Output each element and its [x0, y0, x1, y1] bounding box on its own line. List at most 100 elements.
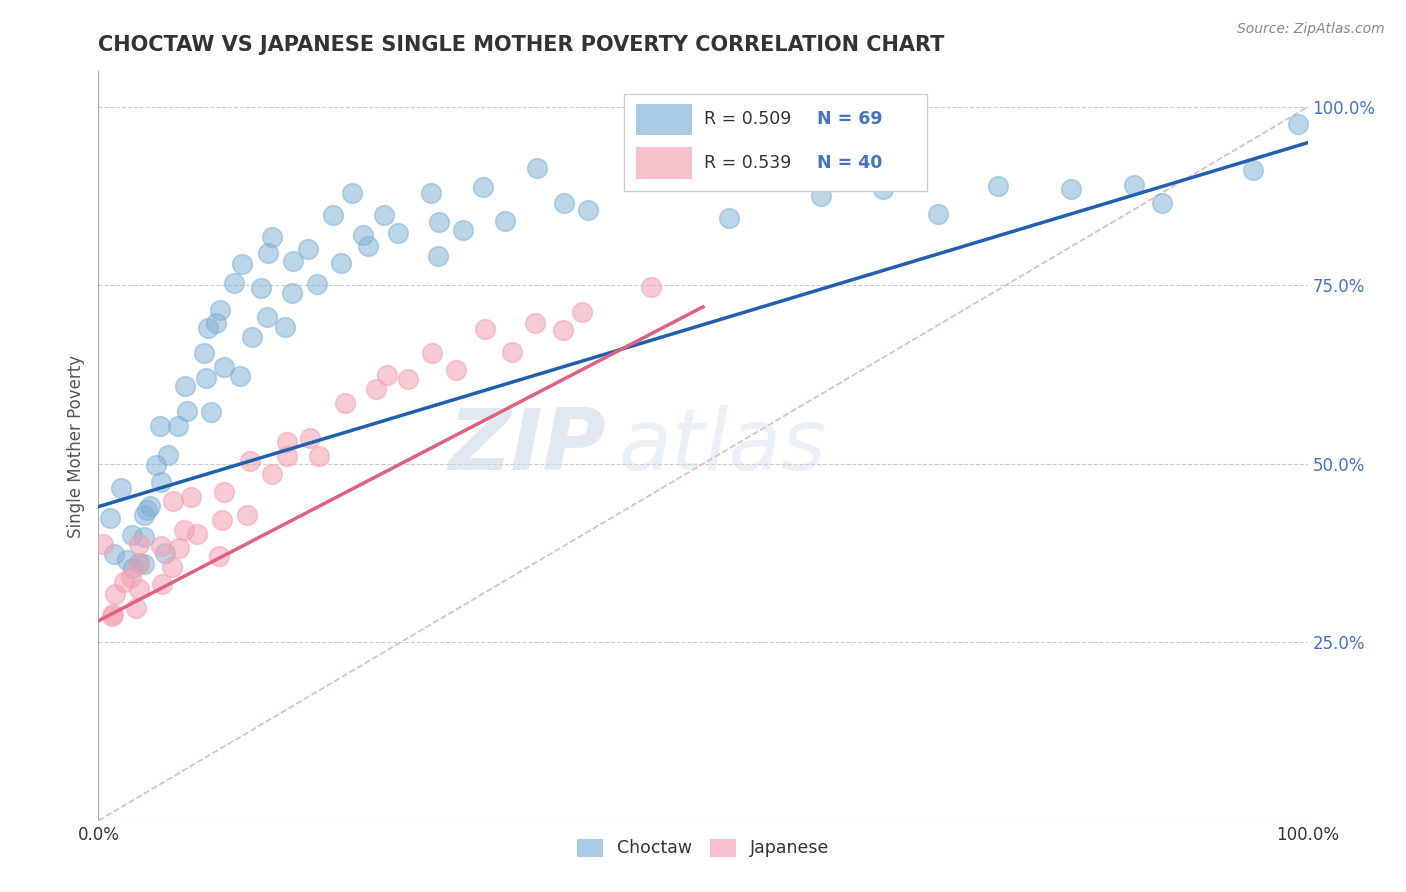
- Point: [298, 431, 321, 445]
- Point: [262, 467, 284, 482]
- Text: atlas: atlas: [619, 404, 827, 488]
- Text: N = 40: N = 40: [817, 153, 882, 172]
- Point: [236, 508, 259, 522]
- Point: [194, 370, 217, 384]
- Point: [212, 485, 235, 500]
- FancyBboxPatch shape: [637, 103, 692, 135]
- Point: [526, 161, 548, 176]
- Point: [167, 541, 190, 555]
- Point: [132, 530, 155, 544]
- Point: [214, 360, 236, 375]
- Point: [718, 211, 741, 226]
- Point: [229, 369, 252, 384]
- Text: R = 0.509: R = 0.509: [704, 111, 792, 128]
- Point: [128, 537, 150, 551]
- Text: Source: ZipAtlas.com: Source: ZipAtlas.com: [1237, 22, 1385, 37]
- Text: N = 69: N = 69: [817, 111, 882, 128]
- Point: [335, 396, 357, 410]
- Point: [174, 379, 197, 393]
- Point: [640, 280, 662, 294]
- Point: [256, 245, 278, 260]
- Point: [150, 577, 173, 591]
- Point: [396, 372, 419, 386]
- Point: [665, 164, 688, 178]
- Point: [420, 186, 443, 200]
- Point: [166, 418, 188, 433]
- Point: [352, 228, 374, 243]
- Point: [474, 321, 496, 335]
- Point: [101, 609, 124, 624]
- Point: [136, 503, 159, 517]
- Point: [205, 317, 228, 331]
- Point: [307, 277, 329, 291]
- Point: [162, 560, 184, 574]
- Point: [132, 557, 155, 571]
- Point: [810, 189, 832, 203]
- Point: [128, 582, 150, 596]
- Point: [451, 223, 474, 237]
- Point: [256, 310, 278, 324]
- Point: [927, 206, 949, 220]
- Point: [276, 450, 298, 464]
- Point: [207, 549, 229, 563]
- Point: [134, 508, 156, 522]
- Point: [387, 227, 409, 241]
- Legend: Choctaw, Japanese: Choctaw, Japanese: [571, 831, 835, 864]
- Point: [149, 418, 172, 433]
- Y-axis label: Single Mother Poverty: Single Mother Poverty: [66, 354, 84, 538]
- Point: [427, 249, 450, 263]
- Point: [153, 546, 176, 560]
- Point: [472, 180, 495, 194]
- Point: [281, 286, 304, 301]
- Point: [125, 601, 148, 615]
- Text: CHOCTAW VS JAPANESE SINGLE MOTHER POVERTY CORRELATION CHART: CHOCTAW VS JAPANESE SINGLE MOTHER POVERT…: [98, 35, 945, 54]
- Point: [571, 305, 593, 319]
- FancyBboxPatch shape: [624, 94, 927, 191]
- Point: [139, 499, 162, 513]
- Point: [1241, 162, 1264, 177]
- Point: [149, 475, 172, 489]
- Text: R = 0.539: R = 0.539: [704, 153, 792, 172]
- Point: [444, 363, 467, 377]
- Point: [101, 607, 124, 622]
- Point: [340, 186, 363, 200]
- Point: [373, 209, 395, 223]
- Point: [240, 330, 263, 344]
- Point: [420, 345, 443, 359]
- Point: [281, 254, 304, 268]
- Point: [1059, 182, 1081, 196]
- Point: [1123, 178, 1146, 192]
- Point: [91, 537, 114, 551]
- FancyBboxPatch shape: [637, 147, 692, 178]
- Point: [149, 539, 172, 553]
- Point: [120, 570, 142, 584]
- Point: [364, 382, 387, 396]
- Point: [162, 493, 184, 508]
- Point: [427, 215, 450, 229]
- Point: [626, 169, 648, 184]
- Point: [551, 323, 574, 337]
- Point: [208, 302, 231, 317]
- Point: [222, 277, 245, 291]
- Point: [200, 405, 222, 419]
- Point: [231, 257, 253, 271]
- Point: [758, 170, 780, 185]
- Point: [501, 345, 523, 359]
- Point: [121, 528, 143, 542]
- Text: ZIP: ZIP: [449, 404, 606, 488]
- Point: [250, 281, 273, 295]
- Point: [180, 490, 202, 504]
- Point: [330, 256, 353, 270]
- Point: [156, 448, 179, 462]
- Point: [128, 558, 150, 572]
- Point: [193, 346, 215, 360]
- Point: [122, 561, 145, 575]
- Point: [274, 319, 297, 334]
- Point: [103, 547, 125, 561]
- Point: [239, 454, 262, 468]
- Point: [322, 208, 344, 222]
- Point: [128, 556, 150, 570]
- Point: [1150, 196, 1173, 211]
- Point: [186, 527, 208, 541]
- Point: [276, 434, 298, 449]
